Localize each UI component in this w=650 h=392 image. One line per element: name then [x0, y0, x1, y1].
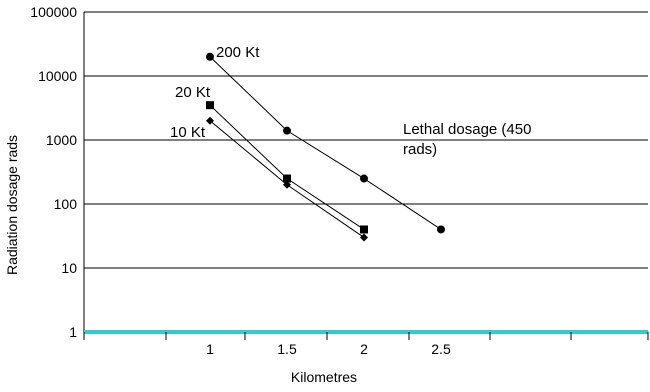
series-2-point-1: [283, 180, 291, 189]
annotation-line-1: rads): [403, 141, 437, 158]
gridlines: [84, 11, 648, 269]
x-tick-label-2: 2: [360, 341, 368, 357]
series-label-1: 20 Kt: [175, 84, 211, 101]
y-axis-title: Radiation dosage rads: [4, 135, 20, 275]
x-axis-title: Kilometres: [291, 369, 357, 385]
series-0-point-2: [360, 174, 368, 183]
annotation-line-0: Lethal dosage (450: [403, 121, 531, 138]
labels: 1 10 100 1000 10000 100000 1 1.5 2 2.5 200 Kt 20 Kt…: [30, 4, 531, 357]
series-label-0: 200 Kt: [216, 44, 260, 61]
series-label-2: 10 Kt: [170, 124, 206, 141]
series-0-point-0: [206, 52, 214, 61]
y-tick-label-100000: 100000: [30, 4, 77, 20]
x-tick-label-1-5: 1.5: [277, 341, 297, 357]
y-tick-label-10: 10: [61, 260, 77, 276]
y-tick-label-100: 100: [54, 196, 78, 212]
series-2-point-2: [360, 233, 368, 242]
series-1-point-0: [206, 101, 214, 110]
series-2-point-0: [206, 116, 214, 125]
series: [206, 52, 445, 242]
series-line-0: [209, 56, 442, 230]
series-1-point-1: [283, 174, 291, 183]
series-0-point-3: [437, 225, 445, 234]
series-line-1: [209, 104, 365, 230]
y-tick-label-1000: 1000: [46, 132, 77, 148]
axes: [83, 12, 649, 340]
y-tick-label-1: 1: [69, 324, 77, 340]
series-0-point-1: [283, 126, 291, 135]
series-1-point-2: [360, 225, 368, 234]
x-tick-label-1: 1: [206, 341, 214, 357]
x-tick-label-2-5: 2.5: [431, 341, 451, 357]
y-tick-label-10000: 10000: [38, 68, 77, 84]
